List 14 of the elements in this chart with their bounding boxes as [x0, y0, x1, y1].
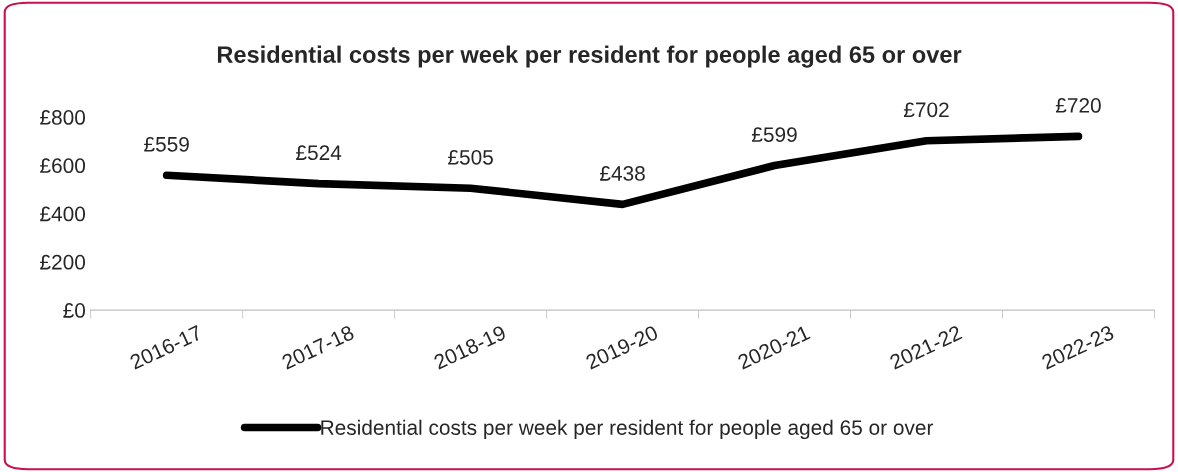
data-label: £438: [599, 166, 645, 181]
y-tick-label: £0: [63, 303, 86, 318]
y-tick-label: £400: [40, 206, 86, 222]
y-tick-label: £800: [40, 110, 86, 125]
data-label: £524: [296, 145, 342, 161]
chart-title: Residential costs per week per resident for people aged 65 or over: [217, 45, 962, 68]
y-tick-label: £600: [40, 158, 86, 174]
data-label: £505: [448, 149, 493, 165]
data-label: £559: [144, 136, 189, 152]
y-tick-label: £200: [40, 254, 86, 270]
data-label: £599: [751, 127, 797, 142]
legend-label: Residential costs per week per resident for people aged 65 or over: [321, 419, 934, 440]
data-label: £702: [903, 102, 949, 118]
data-label: £720: [1055, 98, 1101, 113]
